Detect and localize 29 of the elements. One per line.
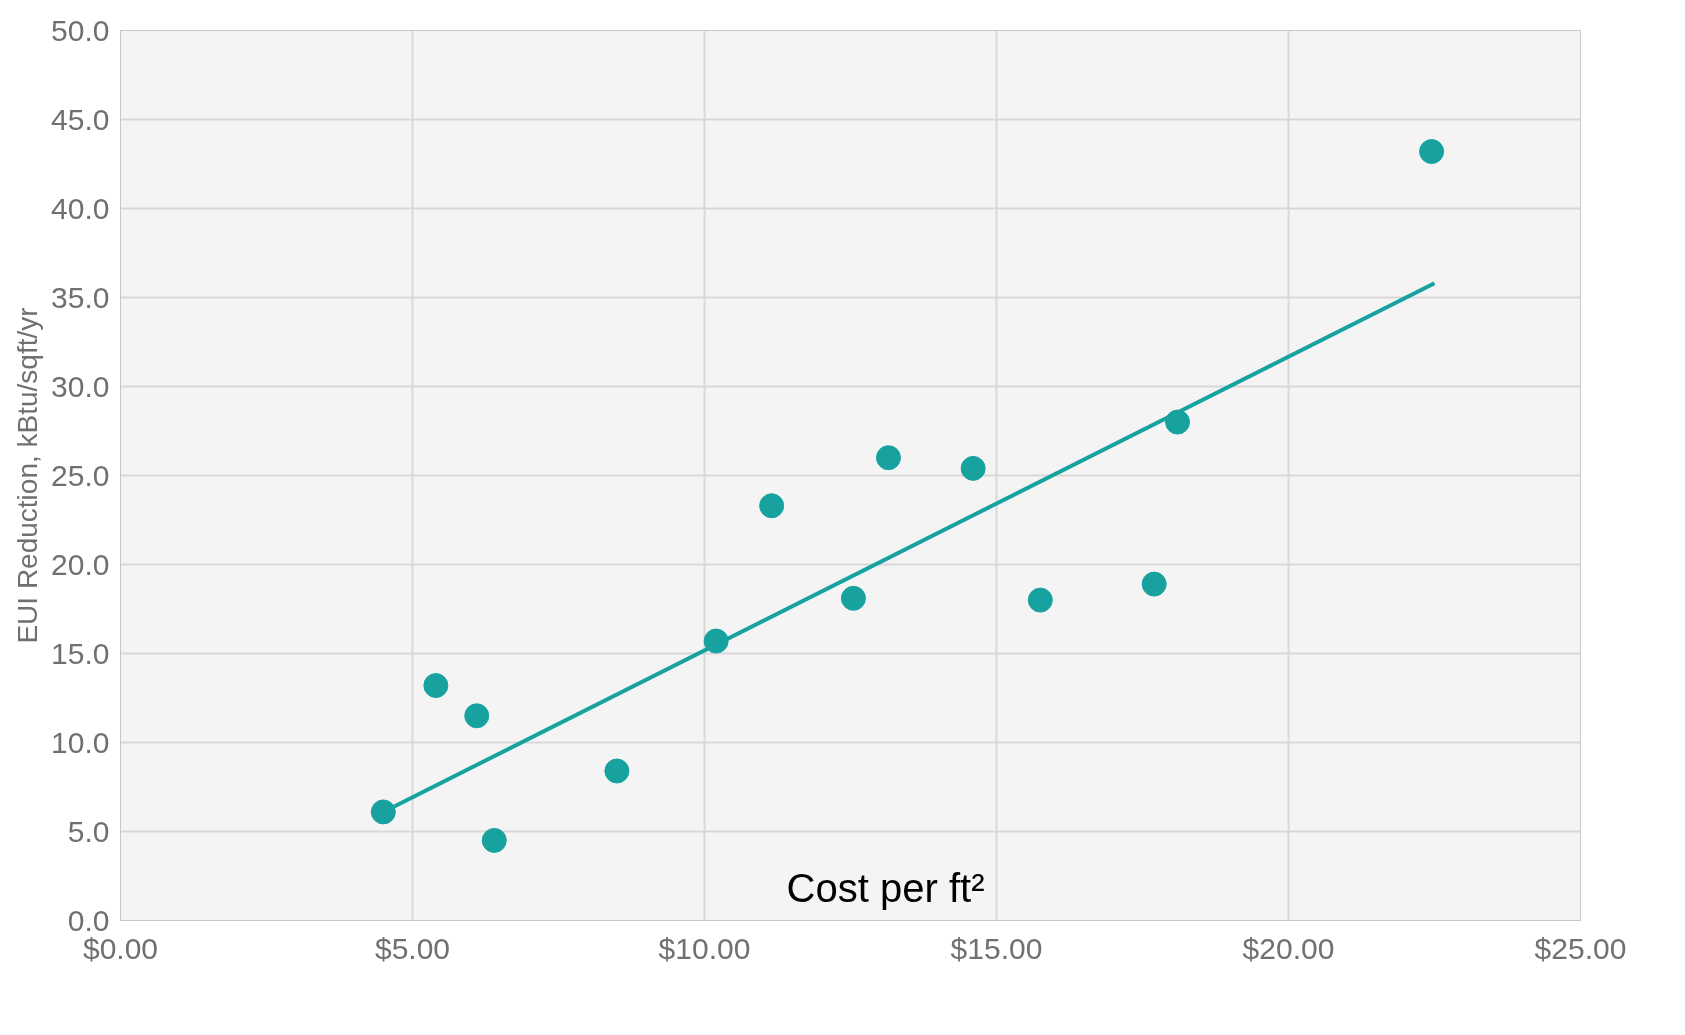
point: [464, 703, 490, 729]
point: [1027, 587, 1053, 613]
y-axis-title: EUI Reduction, kBtu/sqft/yr: [12, 307, 44, 644]
y-tick-label: 40.0: [51, 191, 110, 225]
x-tick-label: $5.00: [374, 931, 451, 965]
point: [423, 673, 449, 699]
y-tick-label: 30.0: [51, 369, 110, 403]
y-tick-label: 35.0: [51, 280, 110, 314]
point: [960, 455, 986, 481]
point: [481, 827, 507, 853]
y-tick-label: 50.0: [51, 13, 110, 47]
y-tick-label: 45.0: [51, 102, 110, 136]
point: [1419, 139, 1445, 165]
point: [1141, 571, 1167, 597]
point: [840, 585, 866, 611]
y-tick-label: 15.0: [51, 636, 110, 670]
x-tick-label: $10.00: [658, 931, 751, 965]
point: [604, 758, 630, 784]
point: [370, 799, 396, 825]
x-tick-label: $20.00: [1242, 931, 1335, 965]
point: [875, 445, 901, 471]
y-tick-label: 5.0: [67, 814, 110, 848]
x-tick-label: $25.00: [1534, 931, 1627, 965]
y-tick-label: 20.0: [51, 547, 110, 581]
point: [759, 493, 785, 519]
y-tick-label: 25.0: [51, 458, 110, 492]
y-tick-label: 10.0: [51, 725, 110, 759]
x-tick-label: $15.00: [950, 931, 1043, 965]
x-axis-title: Cost per ft²: [786, 865, 985, 910]
